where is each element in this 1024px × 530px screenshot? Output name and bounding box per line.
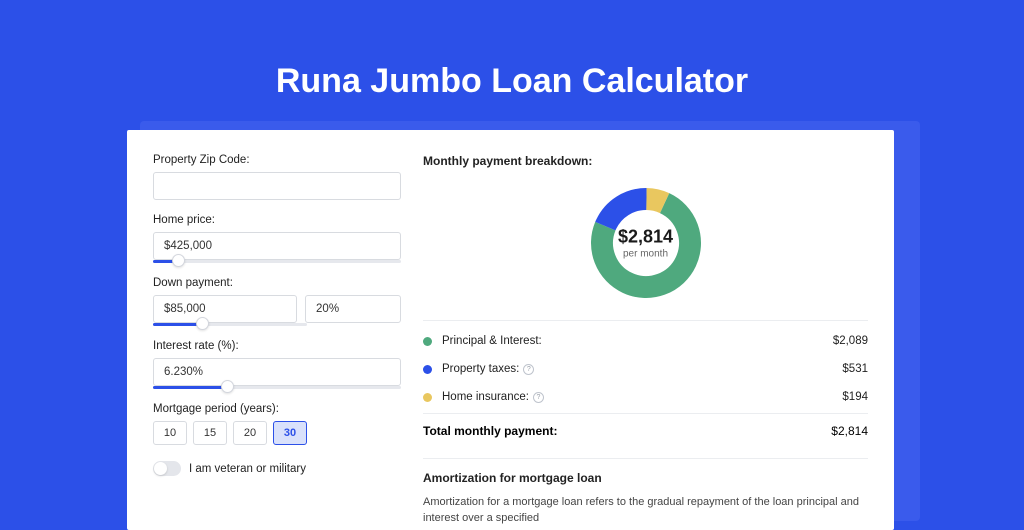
interest-rate-label: Interest rate (%): — [153, 340, 401, 352]
donut-subtext: per month — [618, 249, 673, 260]
zip-label: Property Zip Code: — [153, 154, 401, 166]
interest-rate-field-group: Interest rate (%): — [153, 340, 401, 389]
period-option-20[interactable]: 20 — [233, 421, 267, 445]
mortgage-period-options: 10 15 20 30 — [153, 421, 401, 445]
veteran-toggle-row: I am veteran or military — [153, 461, 401, 476]
home-price-label: Home price: — [153, 214, 401, 226]
home-price-field-group: Home price: — [153, 214, 401, 263]
breakdown-value-taxes: $531 — [842, 363, 868, 375]
breakdown-label-principal: Principal & Interest: — [442, 335, 833, 347]
veteran-toggle[interactable] — [153, 461, 181, 476]
down-payment-slider[interactable] — [153, 323, 307, 326]
home-price-slider[interactable] — [153, 260, 401, 263]
down-payment-slider-thumb[interactable] — [196, 317, 209, 330]
donut-chart: $2,814 per month — [587, 184, 705, 302]
dot-insurance — [423, 393, 432, 402]
period-option-10[interactable]: 10 — [153, 421, 187, 445]
section-divider — [423, 458, 868, 459]
breakdown-total-label: Total monthly payment: — [423, 424, 831, 438]
breakdown-panel: Monthly payment breakdown: $2,814 per mo… — [423, 154, 868, 506]
down-payment-percent-input[interactable] — [305, 295, 401, 323]
breakdown-value-principal: $2,089 — [833, 335, 868, 347]
dot-principal — [423, 337, 432, 346]
zip-field-group: Property Zip Code: — [153, 154, 401, 200]
breakdown-title: Monthly payment breakdown: — [423, 154, 868, 168]
breakdown-rows: Principal & Interest: $2,089 Property ta… — [423, 320, 868, 444]
veteran-toggle-knob — [154, 462, 167, 475]
amortization-title: Amortization for mortgage loan — [423, 471, 868, 485]
down-payment-amount-input[interactable] — [153, 295, 297, 323]
dot-taxes — [423, 365, 432, 374]
amortization-text: Amortization for a mortgage loan refers … — [423, 495, 868, 527]
interest-rate-slider-thumb[interactable] — [221, 380, 234, 393]
mortgage-period-field-group: Mortgage period (years): 10 15 20 30 — [153, 403, 401, 445]
breakdown-label-taxes: Property taxes: — [442, 363, 519, 375]
donut-center: $2,814 per month — [618, 227, 673, 260]
info-icon[interactable]: ? — [533, 392, 544, 403]
zip-input[interactable] — [153, 172, 401, 200]
period-option-15[interactable]: 15 — [193, 421, 227, 445]
breakdown-row-principal: Principal & Interest: $2,089 — [423, 327, 868, 355]
info-icon[interactable]: ? — [523, 364, 534, 375]
breakdown-row-insurance: Home insurance: ? $194 — [423, 383, 868, 411]
form-panel: Property Zip Code: Home price: Down paym… — [153, 154, 401, 506]
calculator-card: Property Zip Code: Home price: Down paym… — [127, 130, 894, 530]
breakdown-row-taxes: Property taxes: ? $531 — [423, 355, 868, 383]
breakdown-label-insurance: Home insurance: — [442, 391, 529, 403]
interest-rate-slider[interactable] — [153, 386, 401, 389]
donut-chart-wrap: $2,814 per month — [423, 178, 868, 320]
period-option-30[interactable]: 30 — [273, 421, 307, 445]
breakdown-value-insurance: $194 — [842, 391, 868, 403]
breakdown-total-row: Total monthly payment: $2,814 — [423, 413, 868, 444]
donut-amount: $2,814 — [618, 227, 673, 248]
down-payment-label: Down payment: — [153, 277, 401, 289]
down-payment-field-group: Down payment: — [153, 277, 401, 326]
mortgage-period-label: Mortgage period (years): — [153, 403, 401, 415]
breakdown-total-value: $2,814 — [831, 424, 868, 438]
home-price-slider-thumb[interactable] — [172, 254, 185, 267]
veteran-toggle-label: I am veteran or military — [189, 463, 306, 475]
home-price-input[interactable] — [153, 232, 401, 260]
interest-rate-input[interactable] — [153, 358, 401, 386]
page-title: Runa Jumbo Loan Calculator — [0, 0, 1024, 123]
